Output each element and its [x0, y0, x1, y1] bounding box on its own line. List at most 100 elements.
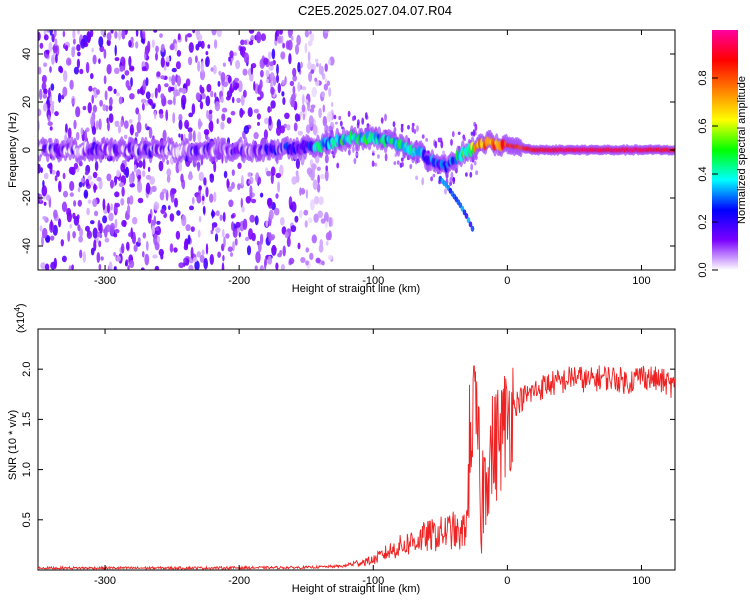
noise-blob [40, 262, 46, 270]
noise-blob [401, 162, 404, 167]
noise-blob [227, 246, 233, 252]
noise-blob [92, 54, 97, 65]
noise-blob [140, 37, 145, 44]
noise-blob [52, 224, 58, 236]
noise-blob [82, 105, 87, 111]
noise-blob [239, 107, 244, 118]
noise-blob [146, 240, 149, 251]
noise-blob [105, 224, 111, 233]
noise-blob [153, 233, 159, 246]
noise-blob [73, 119, 77, 130]
noise-blob [304, 220, 308, 228]
noise-blob [222, 229, 225, 238]
noise-blob [160, 43, 165, 53]
noise-blob [87, 199, 92, 204]
noise-blob [293, 122, 298, 132]
noise-blob [231, 181, 235, 189]
noise-blob [437, 137, 441, 143]
noise-blob [90, 115, 95, 127]
noise-blob [196, 33, 203, 42]
noise-blob [472, 129, 476, 137]
noise-blob [142, 30, 146, 40]
noise-blob [275, 172, 282, 179]
noise-blob [297, 242, 301, 250]
noise-blob [188, 131, 193, 142]
noise-blob [114, 67, 120, 75]
noise-blob [208, 109, 213, 114]
noise-blob [85, 127, 90, 132]
noise-blob [98, 36, 104, 48]
noise-blob [110, 203, 113, 211]
noise-blob [135, 41, 139, 49]
noise-blob [73, 216, 80, 226]
noise-blob [121, 30, 126, 40]
noise-blob [133, 244, 138, 252]
noise-blob [243, 52, 250, 64]
snr-x-tick-label: 0 [504, 575, 510, 587]
noise-blob [121, 186, 125, 197]
noise-blob [301, 86, 307, 91]
noise-blob [137, 197, 144, 204]
noise-blob [226, 95, 231, 101]
noise-blob [211, 225, 215, 231]
snr-marks [38, 365, 675, 570]
noise-blob [267, 255, 273, 265]
noise-blob [73, 162, 78, 170]
noise-blob [259, 265, 264, 270]
noise-blob [188, 112, 194, 118]
noise-blob [159, 191, 165, 201]
noise-blob [99, 99, 103, 107]
noise-blob [105, 105, 109, 112]
noise-blob [43, 88, 47, 93]
noise-blob [78, 181, 83, 188]
noise-blob [238, 231, 241, 238]
noise-blob [309, 33, 315, 42]
noise-blob [273, 207, 280, 216]
noise-blob [263, 129, 268, 140]
noise-blob [77, 224, 81, 232]
noise-blob [169, 44, 175, 51]
noise-blob [188, 42, 194, 53]
noise-blob [316, 183, 321, 193]
spectrogram-marks [38, 30, 675, 270]
branch-cell [470, 225, 475, 232]
noise-blob [84, 170, 89, 176]
noise-blob [198, 215, 202, 223]
noise-blob [361, 117, 365, 125]
noise-blob [250, 63, 257, 69]
noise-blob [297, 81, 301, 92]
spectrogram-x-tick-label: 0 [504, 275, 510, 287]
noise-blob [92, 227, 98, 239]
noise-blob [123, 120, 129, 129]
noise-blob [58, 218, 62, 228]
noise-blob [51, 54, 55, 65]
noise-blob [60, 239, 64, 247]
noise-blob [328, 87, 332, 97]
noise-blob [371, 152, 375, 156]
noise-blob [125, 80, 130, 88]
noise-blob [305, 99, 308, 104]
noise-blob [41, 235, 44, 247]
spectrogram-x-tick-label: 100 [632, 275, 650, 287]
noise-blob [110, 179, 114, 189]
noise-blob [243, 39, 248, 45]
snr-y-tick-label: 2.0 [21, 362, 33, 377]
colorbar-tick-label: 0.4 [697, 166, 709, 181]
noise-blob [151, 225, 156, 235]
noise-blob [54, 175, 58, 182]
noise-blob [49, 30, 53, 36]
noise-blob [62, 70, 68, 82]
noise-blob [268, 65, 274, 71]
noise-blob [75, 131, 80, 141]
noise-blob [90, 220, 95, 225]
noise-blob [254, 215, 259, 226]
noise-blob [164, 83, 169, 88]
noise-blob [237, 183, 241, 191]
noise-blob [129, 260, 135, 268]
noise-blob [159, 33, 163, 38]
noise-blob [256, 113, 261, 120]
noise-blob [328, 59, 331, 65]
noise-blob [157, 83, 161, 93]
noise-blob [324, 169, 329, 182]
noise-blob [324, 63, 328, 72]
